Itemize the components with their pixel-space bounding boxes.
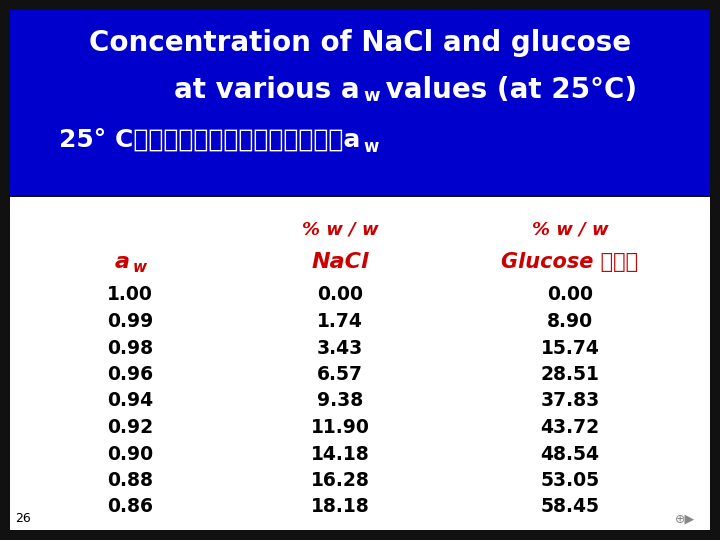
Text: a: a <box>114 252 130 272</box>
Text: 26: 26 <box>15 512 31 525</box>
Text: 9.38: 9.38 <box>317 392 363 410</box>
FancyBboxPatch shape <box>10 10 710 195</box>
Text: 0.00: 0.00 <box>317 286 363 305</box>
Text: 8.90: 8.90 <box>547 312 593 331</box>
Text: w: w <box>363 138 379 156</box>
Text: w: w <box>133 260 147 275</box>
Text: % w / w: % w / w <box>302 221 378 239</box>
Text: 0.96: 0.96 <box>107 365 153 384</box>
Text: Glucose 葡萄糖: Glucose 葡萄糖 <box>501 252 639 272</box>
Text: w: w <box>363 87 379 105</box>
Text: values (at 25°C): values (at 25°C) <box>376 76 637 104</box>
Text: ⊕▶: ⊕▶ <box>675 512 695 525</box>
Text: 3.43: 3.43 <box>317 339 363 357</box>
Text: Concentration of NaCl and glucose: Concentration of NaCl and glucose <box>89 29 631 57</box>
Text: 28.51: 28.51 <box>541 365 600 384</box>
Text: 14.18: 14.18 <box>310 444 369 463</box>
Text: 11.90: 11.90 <box>310 418 369 437</box>
Text: 48.54: 48.54 <box>541 444 600 463</box>
Text: 0.00: 0.00 <box>547 286 593 305</box>
Text: 37.83: 37.83 <box>541 392 600 410</box>
Text: 0.99: 0.99 <box>107 312 153 331</box>
Text: 25° C时不同浓度食盐和葡萄糖溶液的a: 25° C时不同浓度食盐和葡萄糖溶液的a <box>58 128 360 152</box>
Text: 15.74: 15.74 <box>541 339 600 357</box>
Text: NaCl: NaCl <box>311 252 369 272</box>
Text: 16.28: 16.28 <box>310 471 369 490</box>
Text: 0.92: 0.92 <box>107 418 153 437</box>
Text: 0.98: 0.98 <box>107 339 153 357</box>
FancyBboxPatch shape <box>10 197 710 530</box>
Text: at various a: at various a <box>174 76 360 104</box>
Text: 0.94: 0.94 <box>107 392 153 410</box>
Text: 18.18: 18.18 <box>310 497 369 516</box>
Text: 1.74: 1.74 <box>317 312 363 331</box>
Text: 1.00: 1.00 <box>107 286 153 305</box>
Text: 6.57: 6.57 <box>317 365 363 384</box>
Text: 0.86: 0.86 <box>107 497 153 516</box>
Text: 0.90: 0.90 <box>107 444 153 463</box>
Text: 0.88: 0.88 <box>107 471 153 490</box>
Text: 43.72: 43.72 <box>541 418 600 437</box>
Text: 58.45: 58.45 <box>541 497 600 516</box>
Text: 53.05: 53.05 <box>541 471 600 490</box>
Text: % w / w: % w / w <box>531 221 608 239</box>
